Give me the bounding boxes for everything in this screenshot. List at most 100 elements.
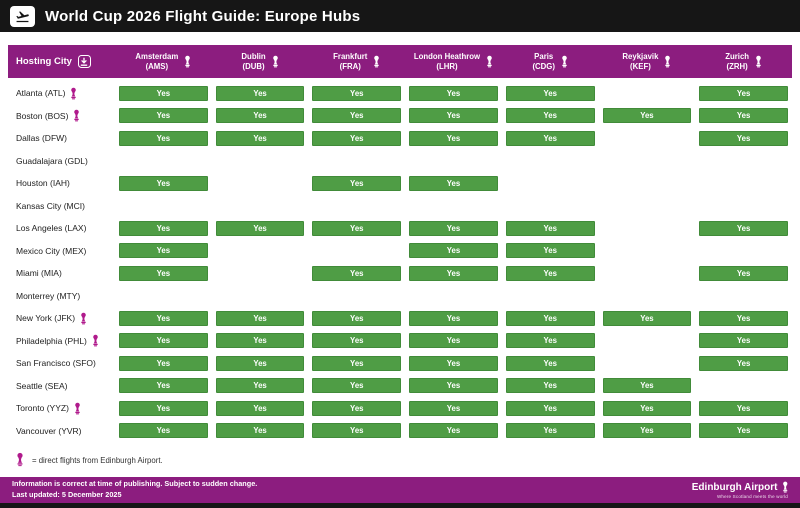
flight-cell-yes: Yes (115, 330, 212, 353)
flight-cell-yes: Yes (405, 352, 502, 375)
flight-cell-empty (115, 285, 212, 308)
footer-last-updated: Last updated: 5 December 2025 (12, 490, 122, 499)
bottom-strip (0, 503, 800, 508)
flight-cell-yes: Yes (599, 375, 696, 398)
flight-cell-empty (405, 195, 502, 218)
flight-cell-yes: Yes (502, 127, 599, 150)
flight-cell-empty (212, 195, 309, 218)
flight-cell-empty (599, 217, 696, 240)
flight-cell-yes: Yes (599, 307, 696, 330)
flight-cell-empty (502, 285, 599, 308)
flight-cell-yes: Yes (115, 217, 212, 240)
flight-cell-yes: Yes (308, 330, 405, 353)
flight-cell-yes: Yes (502, 262, 599, 285)
flight-cell-empty (599, 352, 696, 375)
flight-cell-yes: Yes (502, 397, 599, 420)
flight-cell-empty (695, 172, 792, 195)
flight-cell-yes: Yes (115, 240, 212, 263)
flight-cell-yes: Yes (405, 397, 502, 420)
row-label: New York (JFK) (8, 307, 115, 330)
trophy-icon (81, 312, 86, 324)
flight-table: Atlanta (ATL) Yes Yes Yes Yes Yes Yes Boston (B… (8, 82, 792, 442)
row-label: San Francisco (SFO) (16, 358, 96, 369)
flight-cell-empty (599, 172, 696, 195)
flight-cell-yes: Yes (695, 307, 792, 330)
row-label: Atlanta (ATL) (8, 82, 115, 105)
flight-cell-yes: Yes (599, 105, 696, 128)
flight-cell-yes: Yes (115, 397, 212, 420)
flight-cell-yes: Yes (405, 217, 502, 240)
flight-cell-empty (695, 195, 792, 218)
row-label: Mexico City (MEX) (16, 245, 87, 256)
column-header-ams: Amsterdam (AMS) (115, 45, 212, 78)
trophy-icon (74, 109, 80, 122)
flight-cell-yes: Yes (502, 82, 599, 105)
title-bar: World Cup 2026 Flight Guide: Europe Hubs (0, 0, 800, 32)
flight-cell-yes: Yes (115, 82, 212, 105)
row-label: Boston (BOS) (8, 105, 115, 128)
brand-block: Edinburgh Airport Where Scotland meets t… (691, 481, 788, 499)
flight-cell-empty (308, 195, 405, 218)
flight-cell-yes: Yes (308, 352, 405, 375)
flight-cell-yes: Yes (695, 330, 792, 353)
flight-cell-yes: Yes (212, 330, 309, 353)
flight-cell-yes: Yes (502, 105, 599, 128)
flight-cell-empty (599, 240, 696, 263)
flight-cell-yes: Yes (695, 217, 792, 240)
flight-cell-yes: Yes (212, 420, 309, 443)
flight-cell-yes: Yes (308, 397, 405, 420)
flight-cell-empty (502, 195, 599, 218)
trophy-icon (17, 453, 23, 467)
flight-cell-yes: Yes (405, 307, 502, 330)
flight-cell-yes: Yes (405, 127, 502, 150)
trophy-icon (93, 334, 98, 347)
flight-cell-yes: Yes (695, 127, 792, 150)
flight-cell-yes: Yes (405, 82, 502, 105)
flight-cell-empty (599, 150, 696, 173)
legend-text: = direct flights from Edinburgh Airport. (32, 455, 163, 465)
flight-cell-empty (599, 262, 696, 285)
flight-cell-empty (405, 285, 502, 308)
flight-cell-empty (212, 262, 309, 285)
flight-cell-yes: Yes (695, 397, 792, 420)
trophy-icon (272, 55, 278, 68)
flight-cell-yes: Yes (308, 307, 405, 330)
corner-label: Hosting City (16, 56, 72, 67)
column-header-lhr: London Heathrow (LHR) (405, 45, 502, 78)
flight-cell-yes: Yes (502, 375, 599, 398)
flight-cell-yes: Yes (115, 105, 212, 128)
flight-cell-empty (308, 240, 405, 263)
flight-cell-yes: Yes (405, 105, 502, 128)
legend: = direct flights from Edinburgh Airport. (16, 451, 800, 469)
flight-cell-yes: Yes (502, 307, 599, 330)
flight-cell-empty (599, 82, 696, 105)
row-label: Toronto (YYZ) (8, 397, 115, 420)
flight-cell-yes: Yes (405, 375, 502, 398)
flight-cell-yes: Yes (308, 82, 405, 105)
flight-cell-empty (695, 240, 792, 263)
row-label: Philadelphia (PHL) (8, 330, 115, 353)
flight-cell-empty (599, 285, 696, 308)
trophy-icon (665, 55, 671, 68)
row-label: Seattle (SEA) (16, 380, 68, 391)
row-label: Houston (IAH) (16, 178, 70, 189)
flight-cell-yes: Yes (308, 420, 405, 443)
flight-cell-yes: Yes (695, 420, 792, 443)
flight-cell-empty (212, 150, 309, 173)
flight-cell-yes: Yes (695, 105, 792, 128)
flight-cell-yes: Yes (405, 262, 502, 285)
flight-cell-yes: Yes (212, 127, 309, 150)
flight-cell-yes: Yes (212, 307, 309, 330)
flight-cell-yes: Yes (695, 82, 792, 105)
flight-cell-yes: Yes (502, 330, 599, 353)
flight-cell-yes: Yes (212, 375, 309, 398)
flight-cell-yes: Yes (599, 420, 696, 443)
brand-name: Edinburgh Airport (691, 481, 778, 493)
flight-cell-empty (695, 285, 792, 308)
flight-takeoff-icon (10, 5, 35, 27)
row-label: Los Angeles (LAX) (16, 223, 87, 234)
footer-bar: Information is correct at time of publis… (0, 477, 800, 503)
row-label: Vancouver (YVR) (16, 425, 82, 436)
flight-cell-yes: Yes (212, 82, 309, 105)
download-icon[interactable] (77, 55, 91, 68)
